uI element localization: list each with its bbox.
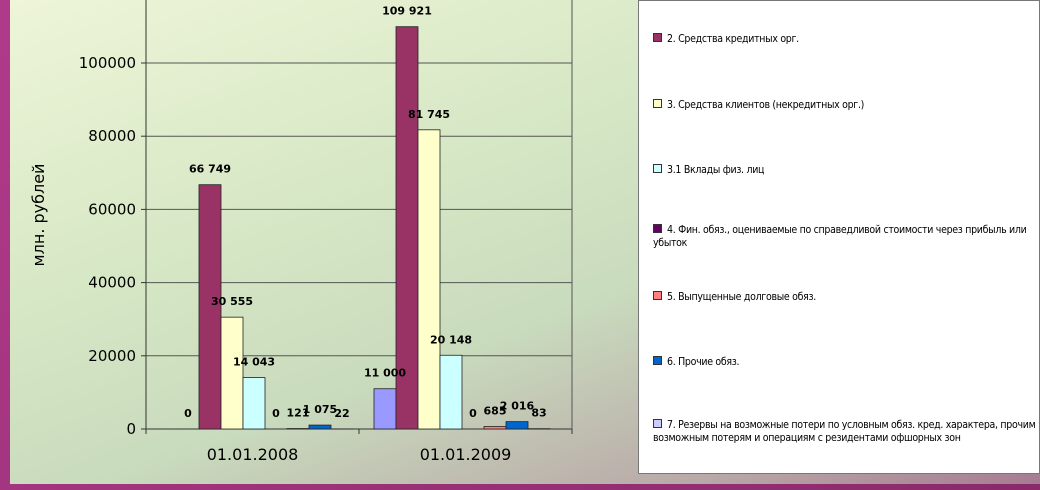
legend-label: 7. Резервы на возможные потери по условн… xyxy=(653,419,1036,444)
legend-item: 6. Прочие обяз. xyxy=(653,356,1039,369)
data-label: 30 555 xyxy=(211,295,253,308)
axes: 0 20000 40000 60000 80000 100000 01.01.2008 01.… xyxy=(79,0,573,464)
data-label: 22 xyxy=(334,407,349,420)
y-tick-label: 20000 xyxy=(88,347,136,365)
bar xyxy=(308,424,332,430)
legend-item: 3.1 Вклады физ. лиц xyxy=(653,164,1039,177)
y-axis-label: млн. рублей xyxy=(29,164,48,267)
data-label: 14 043 xyxy=(233,356,275,369)
data-label: 685 xyxy=(484,404,507,417)
legend-swatch xyxy=(653,356,662,365)
legend-swatch xyxy=(653,291,662,300)
x-tick-label: 01.01.2008 xyxy=(207,445,299,464)
legend: 2. Средства кредитных орг. 3. Средства кл… xyxy=(638,0,1040,474)
bar xyxy=(505,421,529,430)
data-label: 11 000 xyxy=(364,367,406,380)
y-tick-label: 60000 xyxy=(88,200,136,218)
data-label: 109 921 xyxy=(382,5,432,18)
legend-swatch xyxy=(653,419,662,428)
data-label: 0 xyxy=(184,407,192,420)
legend-label: 3. Средства клиентов (некредитных орг.) xyxy=(667,99,865,111)
bar xyxy=(242,377,266,430)
legend-item: 5. Выпущенные долговые обяз. xyxy=(653,291,1039,304)
data-label: 1 075 xyxy=(303,403,337,416)
data-label: 20 148 xyxy=(430,333,472,346)
bar xyxy=(439,354,463,430)
bar xyxy=(198,184,222,430)
bar-chart: 0 20000 40000 60000 80000 100000 01.01.2008 01.… xyxy=(29,0,573,464)
y-tick-label: 80000 xyxy=(88,127,136,145)
legend-swatch xyxy=(653,164,662,173)
bar xyxy=(373,388,397,430)
data-label: 83 xyxy=(531,407,546,420)
legend-label: 6. Прочие обяз. xyxy=(667,356,740,368)
legend-swatch xyxy=(653,33,662,42)
y-tick-label: 40000 xyxy=(88,274,136,292)
legend-swatch xyxy=(653,99,662,108)
bar xyxy=(417,129,441,430)
data-label: 66 749 xyxy=(189,163,231,176)
y-tick-label: 100000 xyxy=(79,54,136,72)
legend-item: 2. Средства кредитных орг. xyxy=(653,33,1039,46)
data-label: 0 xyxy=(469,407,477,420)
data-labels: 0 11 000 66 749 109 921 30 555 81 745 14 043 20… xyxy=(184,5,546,420)
data-label: 0 xyxy=(272,407,280,420)
legend-label: 5. Выпущенные долговые обяз. xyxy=(667,291,816,303)
bar xyxy=(220,316,244,430)
y-tick-label: 0 xyxy=(126,420,136,438)
data-label: 81 745 xyxy=(408,108,450,121)
legend-item: 7. Резервы на возможные потери по условн… xyxy=(653,419,1039,445)
bars xyxy=(198,26,551,430)
legend-swatch xyxy=(653,224,662,233)
legend-label: 2. Средства кредитных орг. xyxy=(667,33,799,45)
bar xyxy=(483,426,507,430)
legend-item: 4. Фин. обяз., оцениваемые по справедлив… xyxy=(653,224,1039,250)
data-label: 121 xyxy=(287,407,310,420)
legend-item: 3. Средства клиентов (некредитных орг.) xyxy=(653,99,1039,112)
data-label: 2 016 xyxy=(500,400,535,413)
x-tick-label: 01.01.2009 xyxy=(420,445,512,464)
legend-label: 3.1 Вклады физ. лиц xyxy=(667,164,765,176)
legend-label: 4. Фин. обяз., оцениваемые по справедлив… xyxy=(653,224,1027,249)
